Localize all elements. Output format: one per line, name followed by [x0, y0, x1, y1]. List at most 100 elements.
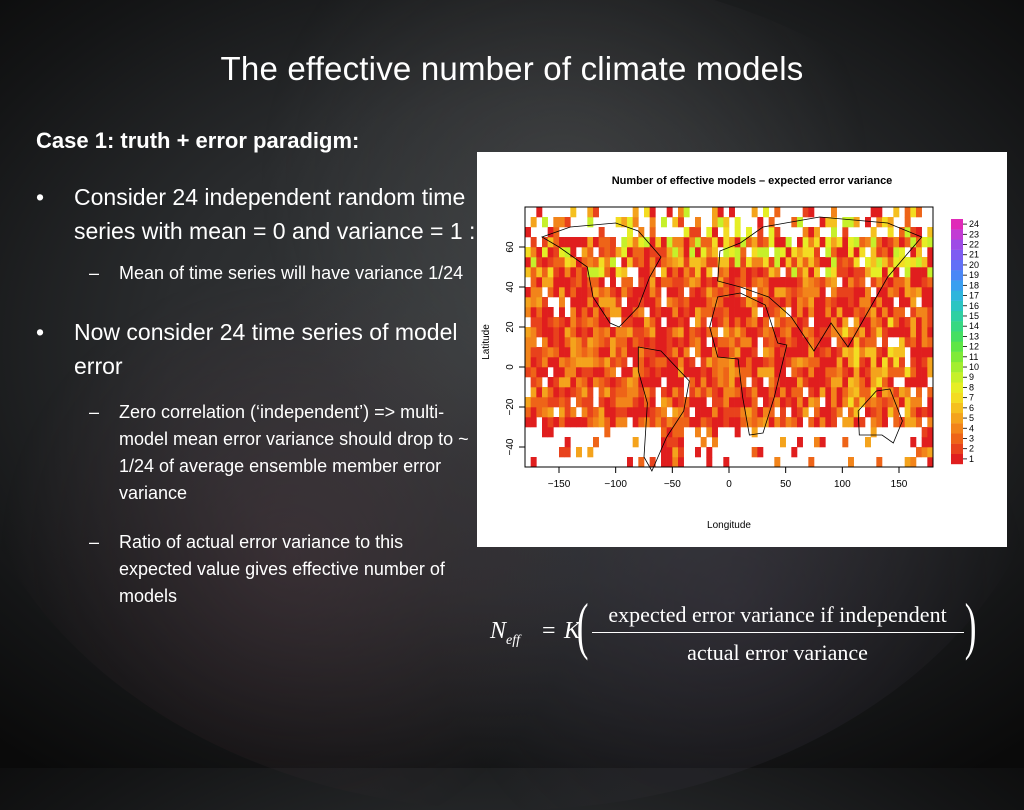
heatmap-cell [542, 347, 548, 358]
heatmap-cell [683, 237, 690, 248]
heatmap-cell [904, 287, 911, 298]
heatmap-cell [542, 327, 548, 338]
heatmap-cell [564, 287, 571, 298]
heatmap-cell [836, 287, 843, 298]
heatmap-cell [530, 287, 537, 298]
heatmap-cell [632, 437, 639, 448]
heatmap-cell [649, 347, 656, 358]
y-tick-label: 60 [505, 241, 516, 253]
heatmap-cell [695, 277, 701, 288]
heatmap-cell [627, 387, 633, 398]
heatmap-cell [632, 337, 639, 348]
heatmap-cell [774, 417, 781, 428]
heatmap-cell [530, 247, 537, 258]
heatmap-cell [604, 377, 611, 388]
colorbar-label: 8 [969, 382, 974, 392]
heatmap-cell [542, 237, 548, 248]
heatmap-cell [610, 407, 616, 418]
heatmap-cell [808, 367, 815, 378]
heatmap-cell [695, 227, 701, 238]
heatmap-cell [791, 337, 798, 348]
heatmap-cell [825, 347, 832, 358]
colorbar-swatch [951, 310, 963, 322]
heatmap-cell [581, 347, 588, 358]
heatmap-cell [683, 277, 690, 288]
heatmap-cell [734, 327, 741, 338]
heatmap-cell [825, 317, 832, 328]
heatmap-cell [712, 297, 718, 308]
heatmap-cell [621, 357, 628, 368]
heatmap-cell [712, 437, 718, 448]
heatmap-cell [615, 337, 622, 348]
sub-bullet-text: Ratio of actual error variance to this e… [119, 532, 445, 606]
heatmap-cell [553, 347, 560, 358]
heatmap-cell [916, 357, 922, 368]
heatmap-cell [774, 387, 781, 398]
heatmap-cell [921, 297, 928, 308]
heatmap-cell [904, 367, 911, 378]
heatmap-cell [530, 267, 537, 278]
heatmap-cell [893, 277, 900, 288]
heatmap-cell [757, 327, 764, 338]
heatmap-cell [904, 227, 911, 238]
heatmap-cell [876, 417, 883, 428]
heatmap-cell [853, 287, 860, 298]
heatmap-cell [785, 387, 792, 398]
sub-bullet-dash: – [89, 532, 100, 552]
heatmap-cell [598, 397, 605, 408]
heatmap-cell [536, 257, 543, 268]
heatmap-cell [836, 377, 843, 388]
heatmap-cell [791, 267, 798, 278]
heatmap-cell [791, 277, 798, 288]
heatmap-cell [712, 387, 718, 398]
heatmap-cell [893, 287, 900, 298]
colorbar-label: 20 [969, 260, 979, 270]
heatmap-cell [808, 457, 815, 468]
heatmap-cell [921, 367, 928, 378]
colorbar-swatch [951, 331, 963, 342]
heatmap-cell [655, 287, 662, 298]
heatmap-cell [808, 397, 815, 408]
heatmap-cell [638, 237, 645, 248]
continent-outline [637, 346, 690, 472]
heatmap-cell [547, 417, 554, 428]
heatmap-cell [627, 287, 633, 298]
heatmap-cell [848, 347, 854, 358]
heatmap-cell [916, 247, 922, 258]
heatmap-cell [621, 257, 628, 268]
heatmap-cell [831, 207, 837, 218]
heatmap-cell [899, 357, 905, 368]
heatmap-cell [627, 367, 633, 378]
heatmap-cell [831, 347, 837, 358]
heatmap-cell [559, 217, 565, 228]
heatmap-cell [870, 267, 877, 278]
heatmap-cell [672, 457, 679, 468]
heatmap-cell [859, 247, 866, 258]
heatmap-cell [564, 437, 571, 448]
heatmap-cell [564, 357, 571, 368]
heatmap-cell [666, 317, 673, 328]
heatmap-cell [700, 237, 707, 248]
heatmap-cell [683, 417, 690, 428]
heatmap-cell [763, 347, 769, 358]
heatmap-cell [615, 247, 622, 258]
heatmap-cell [598, 357, 605, 368]
heatmap-cell [542, 217, 548, 228]
heatmap-cell [717, 237, 724, 248]
heatmap-cell [723, 457, 730, 468]
heatmap-cell [700, 317, 707, 328]
heatmap-cell [683, 397, 690, 408]
heatmap-cell [831, 377, 837, 388]
heatmap-cell [916, 207, 922, 218]
heatmap-cell [661, 387, 667, 398]
heatmap-cell [734, 407, 741, 418]
heatmap-cell [587, 237, 594, 248]
heatmap-cell [882, 237, 888, 248]
heatmap-cell [581, 387, 588, 398]
heatmap-cell [661, 437, 667, 448]
heatmap-cell [921, 337, 928, 348]
heatmap-cell [723, 397, 730, 408]
heatmap-cell [768, 287, 775, 298]
heatmap-cell [638, 367, 645, 378]
heatmap-cell [717, 367, 724, 378]
